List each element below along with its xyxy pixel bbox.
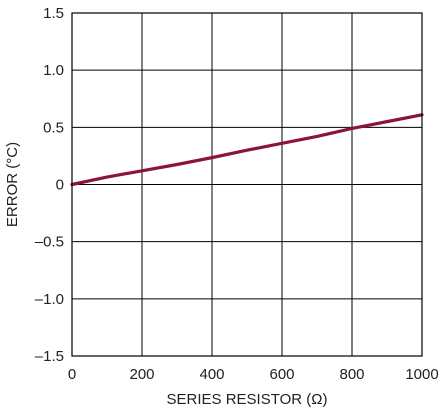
tick-labels: 0 200 400 600 800 1000 –1.5 –1.0 –0.5 0 0.5 1.0 1.5 — [35, 5, 439, 383]
x-tick-label: 400 — [199, 366, 224, 383]
y-tick-label: –0.5 — [35, 234, 64, 251]
y-tick-label: 1.0 — [43, 62, 64, 79]
x-tick-label: 0 — [68, 366, 76, 383]
y-tick-label: 1.5 — [43, 5, 64, 22]
x-axis-label: SERIES RESISTOR (Ω) — [167, 391, 328, 408]
x-tick-label: 800 — [339, 366, 364, 383]
x-tick-label: 200 — [129, 366, 154, 383]
x-tick-label: 600 — [269, 366, 294, 383]
series-line-0 — [70, 113, 424, 187]
series-layer — [70, 113, 424, 187]
x-tick-label: 1000 — [405, 366, 438, 383]
grid — [71, 12, 423, 357]
y-tick-label: –1.5 — [35, 348, 64, 365]
y-tick-label: 0.5 — [43, 119, 64, 136]
plot-frame — [71, 12, 423, 357]
y-tick-label: –1.0 — [35, 291, 64, 308]
y-tick-label: 0 — [56, 177, 64, 194]
y-axis-label: ERROR (°C) — [4, 142, 21, 227]
